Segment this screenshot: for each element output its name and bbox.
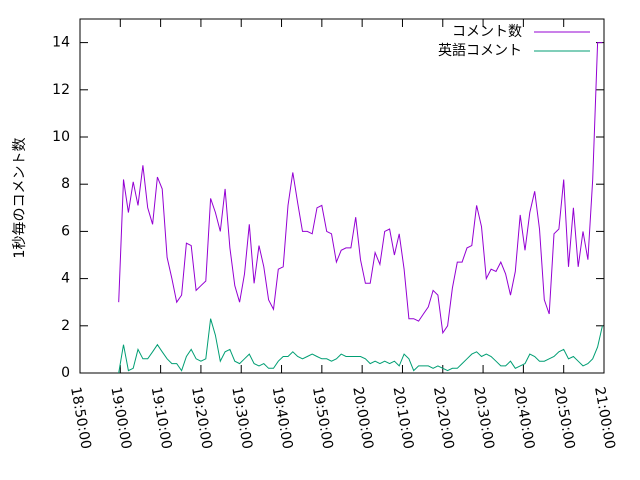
x-tick-label: 19:40:00 <box>269 386 296 451</box>
y-tick-label: 12 <box>52 82 70 98</box>
legend-label: 英語コメント <box>438 42 522 59</box>
y-tick-label: 8 <box>61 176 70 192</box>
x-tick-label: 20:30:00 <box>470 386 497 451</box>
y-tick-label: 0 <box>61 365 70 381</box>
series-line <box>118 42 603 335</box>
x-tick-label: 19:20:00 <box>188 386 215 451</box>
x-tick-label: 20:20:00 <box>430 386 457 451</box>
x-tick-label: 20:40:00 <box>511 386 538 451</box>
y-tick-label: 10 <box>52 129 70 145</box>
x-tick-label: 19:50:00 <box>309 386 336 451</box>
y-tick-label: 6 <box>61 223 70 239</box>
y-tick-label: 14 <box>52 35 70 51</box>
legend-label: コメント数 <box>452 24 522 40</box>
x-tick-label: 20:10:00 <box>390 386 417 451</box>
x-tick-label: 19:10:00 <box>148 386 175 451</box>
x-tick-label: 18:50:00 <box>67 386 94 451</box>
x-tick-label: 19:30:00 <box>228 386 255 451</box>
y-tick-label: 4 <box>61 271 70 287</box>
plot-border <box>79 18 605 374</box>
x-tick-label: 19:00:00 <box>107 386 134 451</box>
y-tick-label: 2 <box>61 318 70 334</box>
y-axis-label: 1秒毎のコメント数 <box>12 138 28 259</box>
series-line <box>118 318 603 374</box>
x-tick-label: 21:00:00 <box>591 386 618 451</box>
x-tick-label: 20:00:00 <box>349 386 376 451</box>
x-tick-label: 20:50:00 <box>551 386 578 451</box>
